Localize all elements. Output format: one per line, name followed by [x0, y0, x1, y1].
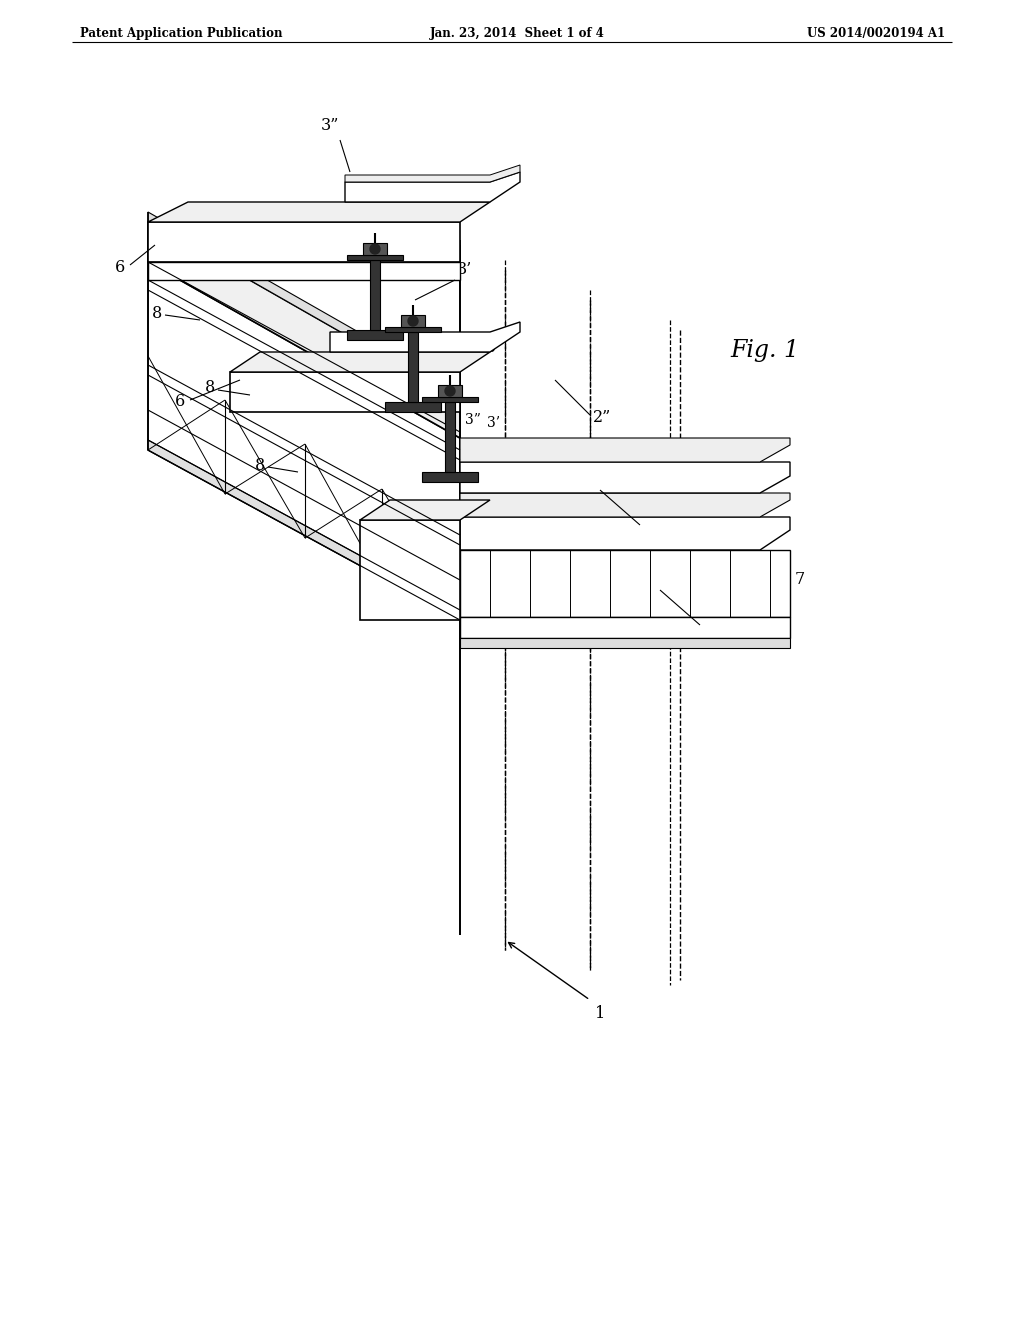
- Text: 2: 2: [703, 619, 713, 635]
- Text: 3”: 3”: [465, 413, 481, 426]
- Polygon shape: [330, 322, 520, 352]
- Polygon shape: [460, 492, 790, 517]
- Circle shape: [408, 315, 418, 326]
- Text: Fig. 1: Fig. 1: [730, 338, 799, 362]
- Polygon shape: [408, 333, 418, 403]
- Text: 3’: 3’: [487, 341, 500, 355]
- Text: 4: 4: [473, 503, 483, 520]
- Text: 7: 7: [795, 572, 805, 589]
- Polygon shape: [460, 517, 790, 550]
- Polygon shape: [230, 352, 490, 372]
- Text: 12: 12: [515, 445, 536, 462]
- Polygon shape: [345, 172, 520, 202]
- Text: 8: 8: [152, 305, 162, 322]
- Polygon shape: [422, 397, 478, 403]
- Text: Jan. 23, 2014  Sheet 1 of 4: Jan. 23, 2014 Sheet 1 of 4: [430, 26, 605, 40]
- Polygon shape: [438, 385, 462, 397]
- Polygon shape: [148, 202, 490, 222]
- Polygon shape: [148, 261, 460, 620]
- Circle shape: [370, 244, 380, 253]
- Text: 8: 8: [255, 457, 265, 474]
- Text: Patent Application Publication: Patent Application Publication: [80, 26, 283, 40]
- Text: 2’: 2’: [643, 519, 658, 536]
- Circle shape: [445, 385, 455, 396]
- Polygon shape: [360, 520, 460, 620]
- Text: 3’: 3’: [457, 261, 472, 279]
- Polygon shape: [360, 500, 490, 520]
- Text: 6: 6: [115, 259, 125, 276]
- Text: 6: 6: [175, 393, 185, 411]
- Text: 3”: 3”: [321, 117, 339, 135]
- Polygon shape: [401, 315, 425, 327]
- Text: 3”: 3”: [465, 338, 481, 352]
- Polygon shape: [230, 372, 460, 412]
- Polygon shape: [370, 260, 380, 330]
- Polygon shape: [347, 255, 403, 260]
- Polygon shape: [148, 213, 460, 400]
- Polygon shape: [460, 616, 790, 638]
- Text: 8: 8: [205, 380, 215, 396]
- Polygon shape: [148, 222, 460, 261]
- Polygon shape: [148, 440, 460, 620]
- Polygon shape: [385, 327, 441, 333]
- Text: 1: 1: [595, 1005, 605, 1022]
- Polygon shape: [148, 222, 460, 438]
- Polygon shape: [445, 403, 455, 473]
- Text: 3’: 3’: [487, 416, 500, 430]
- Polygon shape: [460, 462, 790, 492]
- Text: 5: 5: [359, 564, 370, 581]
- Text: 2”: 2”: [593, 408, 611, 425]
- Polygon shape: [460, 550, 790, 616]
- Polygon shape: [385, 403, 441, 412]
- Polygon shape: [345, 165, 520, 182]
- Polygon shape: [347, 330, 403, 341]
- Polygon shape: [460, 438, 790, 462]
- Polygon shape: [148, 261, 460, 280]
- Polygon shape: [362, 243, 387, 255]
- Text: US 2014/0020194 A1: US 2014/0020194 A1: [807, 26, 945, 40]
- Polygon shape: [460, 638, 790, 648]
- Polygon shape: [422, 473, 478, 482]
